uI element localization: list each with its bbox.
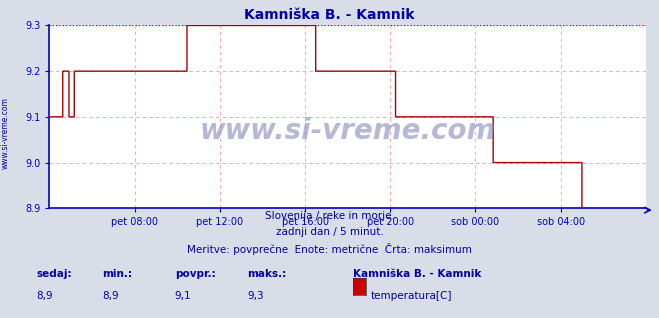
Text: Kamniška B. - Kamnik: Kamniška B. - Kamnik xyxy=(244,8,415,22)
Text: Meritve: povprečne  Enote: metrične  Črta: maksimum: Meritve: povprečne Enote: metrične Črta:… xyxy=(187,243,472,255)
Text: Slovenija / reke in morje.: Slovenija / reke in morje. xyxy=(264,211,395,221)
Text: min.:: min.: xyxy=(102,269,132,279)
Text: maks.:: maks.: xyxy=(247,269,287,279)
Text: Kamniška B. - Kamnik: Kamniška B. - Kamnik xyxy=(353,269,481,279)
Text: 8,9: 8,9 xyxy=(36,291,53,301)
Text: 8,9: 8,9 xyxy=(102,291,119,301)
Text: zadnji dan / 5 minut.: zadnji dan / 5 minut. xyxy=(275,227,384,237)
Text: 9,3: 9,3 xyxy=(247,291,264,301)
Text: povpr.:: povpr.: xyxy=(175,269,215,279)
Text: sedaj:: sedaj: xyxy=(36,269,72,279)
Text: temperatura[C]: temperatura[C] xyxy=(370,291,452,301)
Text: www.si-vreme.com: www.si-vreme.com xyxy=(200,117,496,146)
Text: www.si-vreme.com: www.si-vreme.com xyxy=(1,98,10,169)
Text: 9,1: 9,1 xyxy=(175,291,191,301)
